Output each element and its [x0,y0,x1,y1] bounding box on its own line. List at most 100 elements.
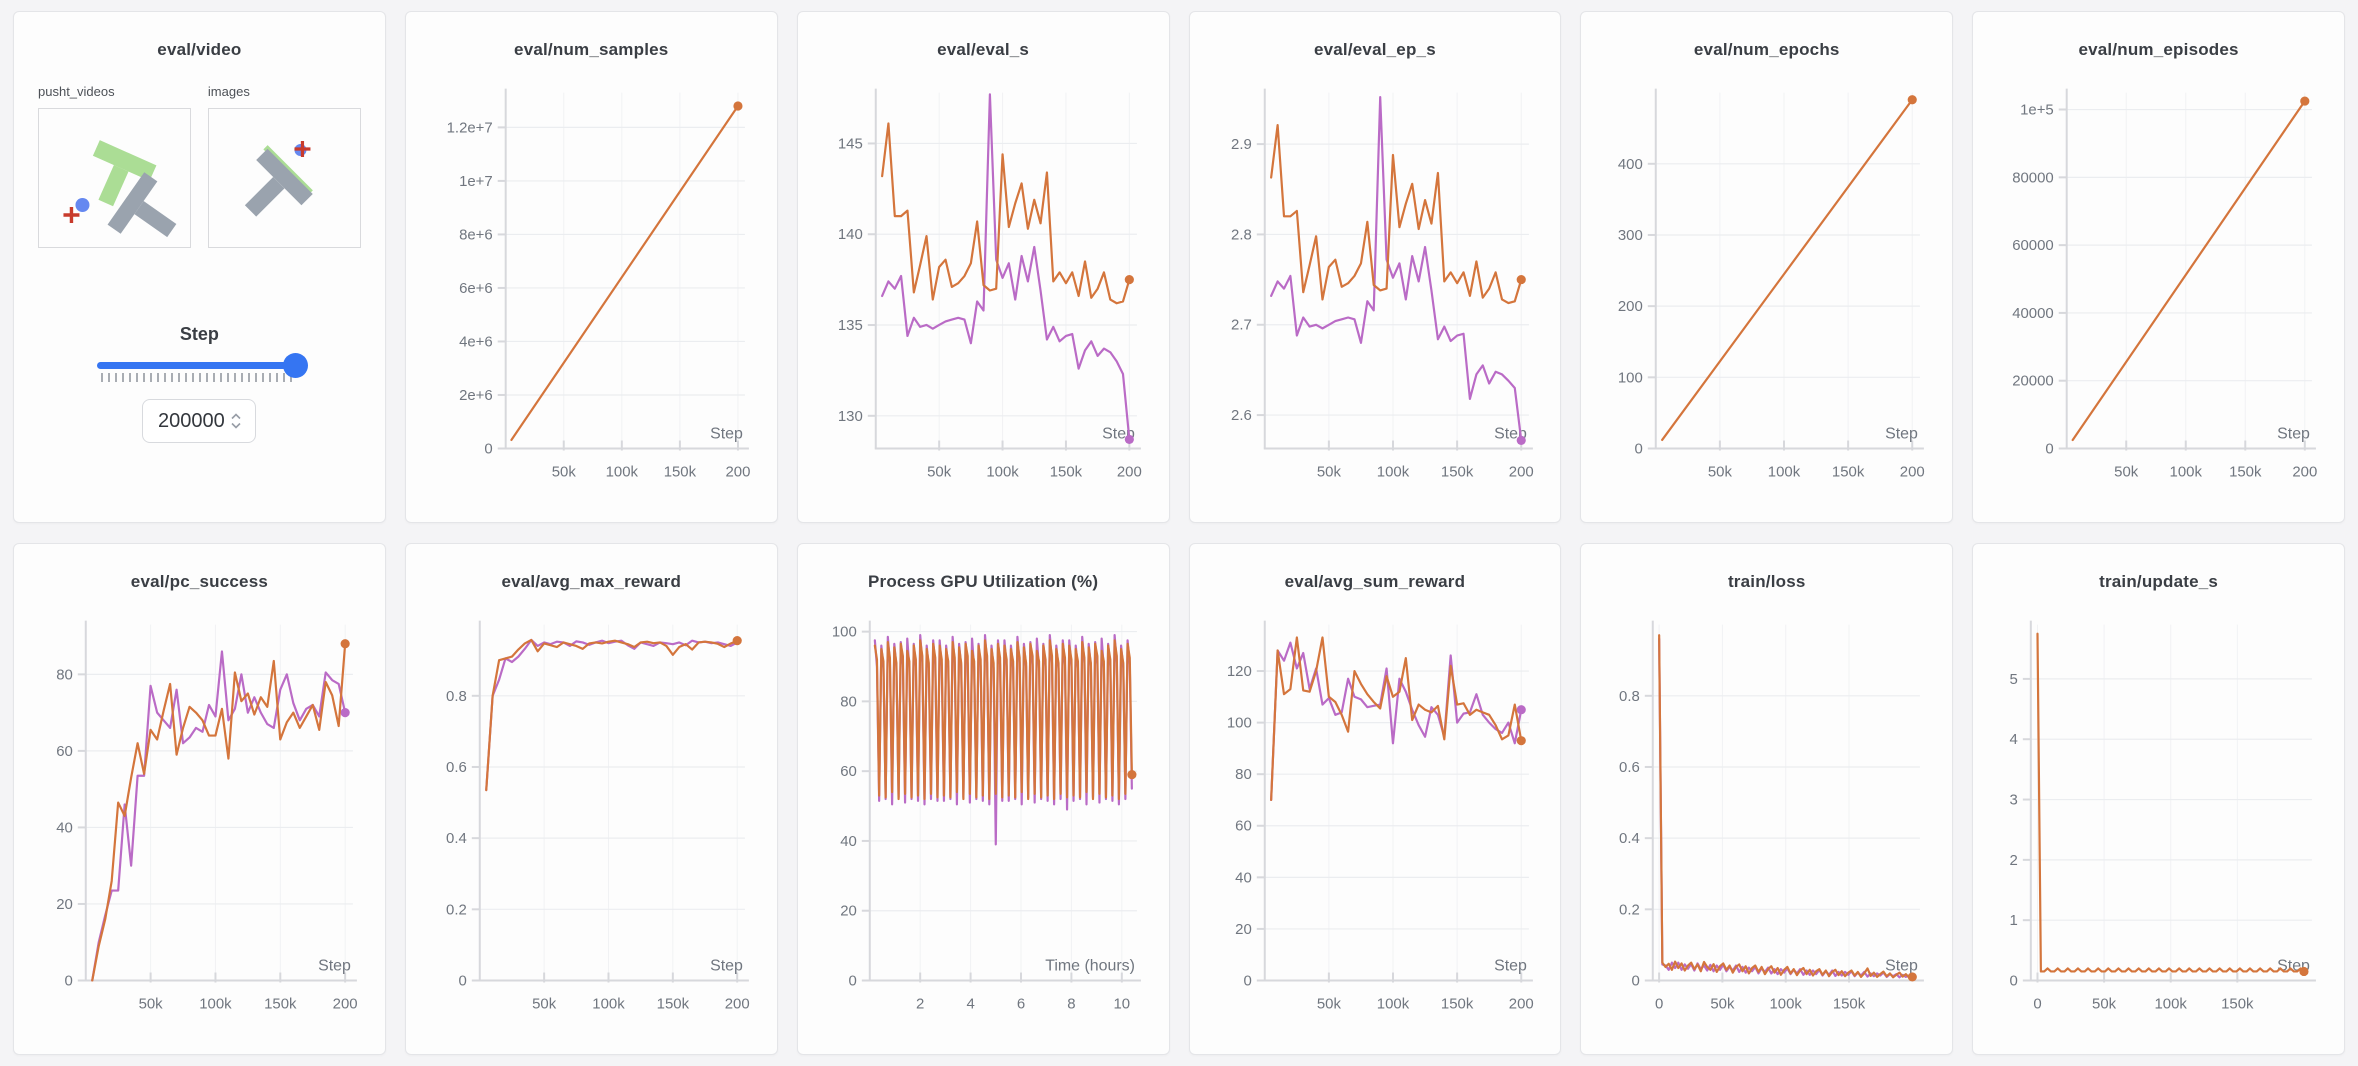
svg-text:Step: Step [710,426,743,443]
thumb-label: pusht_videos [38,84,115,99]
svg-text:2: 2 [2010,852,2018,869]
svg-text:4: 4 [966,995,974,1012]
stepper-down-icon[interactable] [231,422,241,429]
line-chart[interactable]: 50k 100k 150k 200 0 20 40 60 80 100 120 Step [1190,596,1561,1044]
step-stepper [231,413,241,429]
svg-text:2.6: 2.6 [1231,407,1252,424]
line-chart[interactable]: 50k 100k 150k 200 0 2e+6 4e+6 6e+6 8e+6 1e+7 1.2e+… [406,64,777,512]
pusht-scene-icon [63,140,177,238]
svg-text:100k: 100k [2155,995,2188,1012]
chart-title: eval/avg_sum_reward [1284,572,1466,591]
line-chart[interactable]: 0 50k 100k 150k 0 0.2 0.4 0.6 0.8 Step [1581,596,1952,1044]
svg-text:150k: 150k [1440,995,1473,1012]
thumb-images: images [207,84,361,248]
step-input-value[interactable]: 200000 [158,409,225,432]
svg-text:0.2: 0.2 [1619,901,1640,918]
svg-text:4: 4 [2010,731,2018,748]
svg-text:50k: 50k [2092,995,2117,1012]
svg-text:4e+6: 4e+6 [459,333,493,350]
images-thumbnail[interactable] [207,108,361,248]
svg-text:100k: 100k [1770,995,1803,1012]
panel-eval-num-samples: eval/num_samples 50k 100k 150k 200 0 2e+6 4e+6… [404,11,778,523]
svg-text:140: 140 [838,226,863,243]
svg-text:200: 200 [1508,995,1533,1012]
svg-text:150k: 150k [1832,463,1865,480]
svg-text:Step: Step [1885,426,1918,443]
line-chart[interactable]: 50k 100k 150k 200 0 100 200 300 400 Step [1581,64,1952,512]
svg-text:40: 40 [840,833,857,850]
svg-text:6: 6 [1017,995,1025,1012]
panel-eval-num-epochs: eval/num_epochs 50k 100k 150k 200 0 100 200 300… [1580,11,1954,523]
svg-text:5: 5 [2010,671,2018,688]
step-input[interactable]: 200000 [142,399,257,443]
svg-text:50k: 50k [552,463,577,480]
svg-text:0: 0 [1635,440,1643,457]
svg-text:150k: 150k [2221,995,2254,1012]
svg-text:80: 80 [56,666,73,683]
line-chart[interactable]: 50k 100k 150k 200 0 20000 40000 60000 80000 1e+5 S… [1973,64,2344,512]
svg-text:150k: 150k [664,463,697,480]
svg-text:0.6: 0.6 [446,759,467,776]
pusht-video-thumbnail[interactable] [38,108,191,248]
svg-text:50k: 50k [532,995,557,1012]
chart-title: eval/num_epochs [1693,40,1840,59]
svg-text:0.8: 0.8 [446,688,467,705]
svg-text:50k: 50k [139,995,164,1012]
svg-text:150k: 150k [656,995,689,1012]
svg-text:100k: 100k [1376,995,1409,1012]
svg-text:2.9: 2.9 [1231,136,1252,153]
panel-title: eval/video [157,40,242,59]
chart-title: train/update_s [2099,572,2219,591]
svg-text:100k: 100k [592,995,625,1012]
svg-text:0.4: 0.4 [1619,830,1640,847]
panel-eval-video: eval/video pusht_videos [13,11,386,523]
svg-text:120: 120 [1226,663,1251,680]
panel-eval-num-episodes: eval/num_episodes 50k 100k 150k 200 0 20000 40… [1972,11,2345,523]
svg-text:60: 60 [1235,818,1252,835]
svg-text:200: 200 [2292,463,2317,480]
line-chart[interactable]: 50k 100k 150k 200 2.6 2.7 2.8 2.9 Step [1190,64,1561,512]
svg-text:40: 40 [56,819,73,836]
svg-text:20000: 20000 [2012,373,2054,390]
svg-text:0: 0 [2033,995,2041,1012]
thumb-label: images [207,84,250,99]
svg-text:0.2: 0.2 [446,901,467,918]
line-chart[interactable]: 2 4 6 8 10 0 20 40 60 80 100 Time (hours) [798,596,1169,1044]
line-chart[interactable]: 50k 100k 150k 200 130 135 140 145 Step [798,64,1169,512]
line-chart[interactable]: 50k 100k 150k 200 0 0.2 0.4 0.6 0.8 Step [406,596,777,1044]
line-chart[interactable]: 50k 100k 150k 200 0 20 40 60 80 Step [14,596,385,1044]
svg-text:0.6: 0.6 [1619,759,1640,776]
svg-text:200: 200 [1900,463,1925,480]
line-chart[interactable]: 0 50k 100k 150k 0 1 2 3 4 5 Step [1973,596,2344,1044]
svg-text:100k: 100k [605,463,638,480]
svg-text:0: 0 [848,972,856,989]
svg-text:0: 0 [2046,440,2054,457]
svg-text:3: 3 [2010,792,2018,809]
svg-text:Time (hours): Time (hours) [1045,958,1135,975]
svg-text:0.4: 0.4 [446,830,467,847]
svg-text:0.8: 0.8 [1619,688,1640,705]
svg-text:50k: 50k [2114,463,2139,480]
svg-text:200: 200 [725,463,750,480]
svg-text:400: 400 [1618,156,1643,173]
svg-text:80: 80 [1235,766,1252,783]
panel-eval-eval-ep-s: eval/eval_ep_s 50k 100k 150k 200 2.6 2.7 2.8 2.… [1188,11,1562,523]
svg-text:0: 0 [1655,995,1663,1012]
svg-text:0: 0 [1632,972,1640,989]
svg-text:0: 0 [1243,972,1251,989]
svg-text:60000: 60000 [2012,237,2054,254]
slider-track[interactable] [96,362,302,369]
svg-text:200: 200 [1117,463,1142,480]
svg-text:40: 40 [1235,869,1252,886]
chart-title: eval/eval_ep_s [1313,40,1436,59]
panel-eval-pc-success: eval/pc_success 50k 100k 150k 200 0 20 40 60 80 S… [13,543,386,1055]
pusht-image-icon [244,141,313,217]
chart-title: Process GPU Utilization (%) [867,572,1099,591]
svg-text:40000: 40000 [2012,305,2054,322]
slider-thumb[interactable] [282,353,308,378]
chart-title: eval/num_episodes [2078,40,2239,59]
svg-text:0: 0 [484,440,492,457]
step-slider[interactable] [96,353,308,378]
stepper-up-icon[interactable] [231,413,241,420]
